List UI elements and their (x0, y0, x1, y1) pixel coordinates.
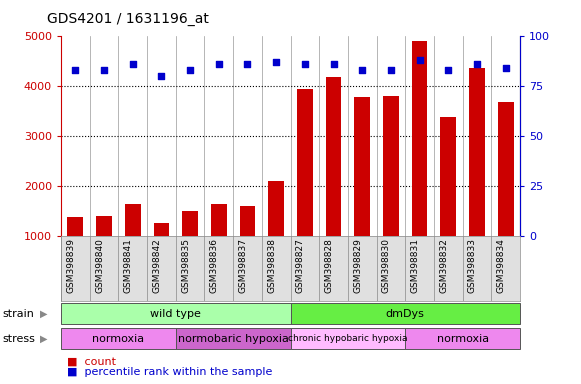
Point (444, 67, 453, 73)
Text: GSM398834: GSM398834 (497, 238, 505, 293)
Bar (125, 204, 141, 236)
Text: stress: stress (3, 334, 36, 344)
Bar (175, 328, 290, 349)
Bar (239, 206, 256, 236)
Point (300, 61, 310, 68)
Text: GSM398835: GSM398835 (181, 238, 190, 293)
Point (472, 61, 482, 68)
Bar (290, 328, 406, 349)
Point (386, 67, 396, 73)
Text: GSM398839: GSM398839 (66, 238, 76, 293)
Bar (383, 96, 399, 236)
Point (271, 60, 281, 66)
Text: GSM398838: GSM398838 (267, 238, 276, 293)
Point (243, 61, 252, 68)
Bar (268, 181, 284, 236)
Text: GSM398830: GSM398830 (382, 238, 391, 293)
Text: normoxia: normoxia (92, 334, 145, 344)
Bar (211, 204, 227, 236)
Bar (412, 41, 428, 236)
Point (99, 67, 109, 73)
Point (71, 67, 80, 73)
Text: GSM398828: GSM398828 (325, 238, 333, 293)
Bar (61, 303, 290, 324)
Bar (325, 78, 342, 236)
Text: GSM398841: GSM398841 (124, 238, 132, 293)
Text: GSM398836: GSM398836 (210, 238, 219, 293)
Text: GSM398833: GSM398833 (468, 238, 477, 293)
Text: ▶: ▶ (40, 334, 47, 344)
Text: normobaric hypoxia: normobaric hypoxia (178, 334, 289, 344)
Text: ■  count: ■ count (67, 357, 116, 367)
Point (501, 65, 510, 71)
Text: ▶: ▶ (40, 309, 47, 319)
Text: chronic hypobaric hypoxia: chronic hypobaric hypoxia (288, 334, 408, 343)
Text: GSM398829: GSM398829 (353, 238, 362, 293)
Text: GDS4201 / 1631196_at: GDS4201 / 1631196_at (47, 12, 209, 25)
Bar (96, 216, 112, 236)
Bar (290, 303, 520, 324)
Point (128, 61, 137, 68)
Bar (61, 328, 175, 349)
Bar (354, 98, 370, 236)
Text: GSM398832: GSM398832 (439, 238, 449, 293)
Point (329, 61, 338, 68)
Bar (498, 103, 514, 236)
Point (415, 57, 424, 63)
Bar (406, 328, 520, 349)
Text: wild type: wild type (150, 309, 201, 319)
Text: GSM398842: GSM398842 (152, 238, 162, 293)
Text: normoxia: normoxia (436, 334, 489, 344)
Bar (297, 89, 313, 236)
Bar (469, 68, 485, 236)
Point (214, 61, 224, 68)
Text: GSM398831: GSM398831 (411, 238, 419, 293)
Text: GSM398840: GSM398840 (95, 238, 104, 293)
Bar (153, 223, 169, 236)
Bar (182, 211, 198, 236)
Text: ■  percentile rank within the sample: ■ percentile rank within the sample (67, 367, 272, 377)
Bar (67, 217, 83, 236)
Bar (440, 118, 456, 236)
Text: dmDys: dmDys (386, 309, 425, 319)
Text: GSM398837: GSM398837 (238, 238, 248, 293)
Text: GSM398827: GSM398827 (296, 238, 305, 293)
Point (157, 73, 166, 79)
Point (357, 67, 367, 73)
Text: strain: strain (3, 309, 35, 319)
Point (185, 67, 195, 73)
